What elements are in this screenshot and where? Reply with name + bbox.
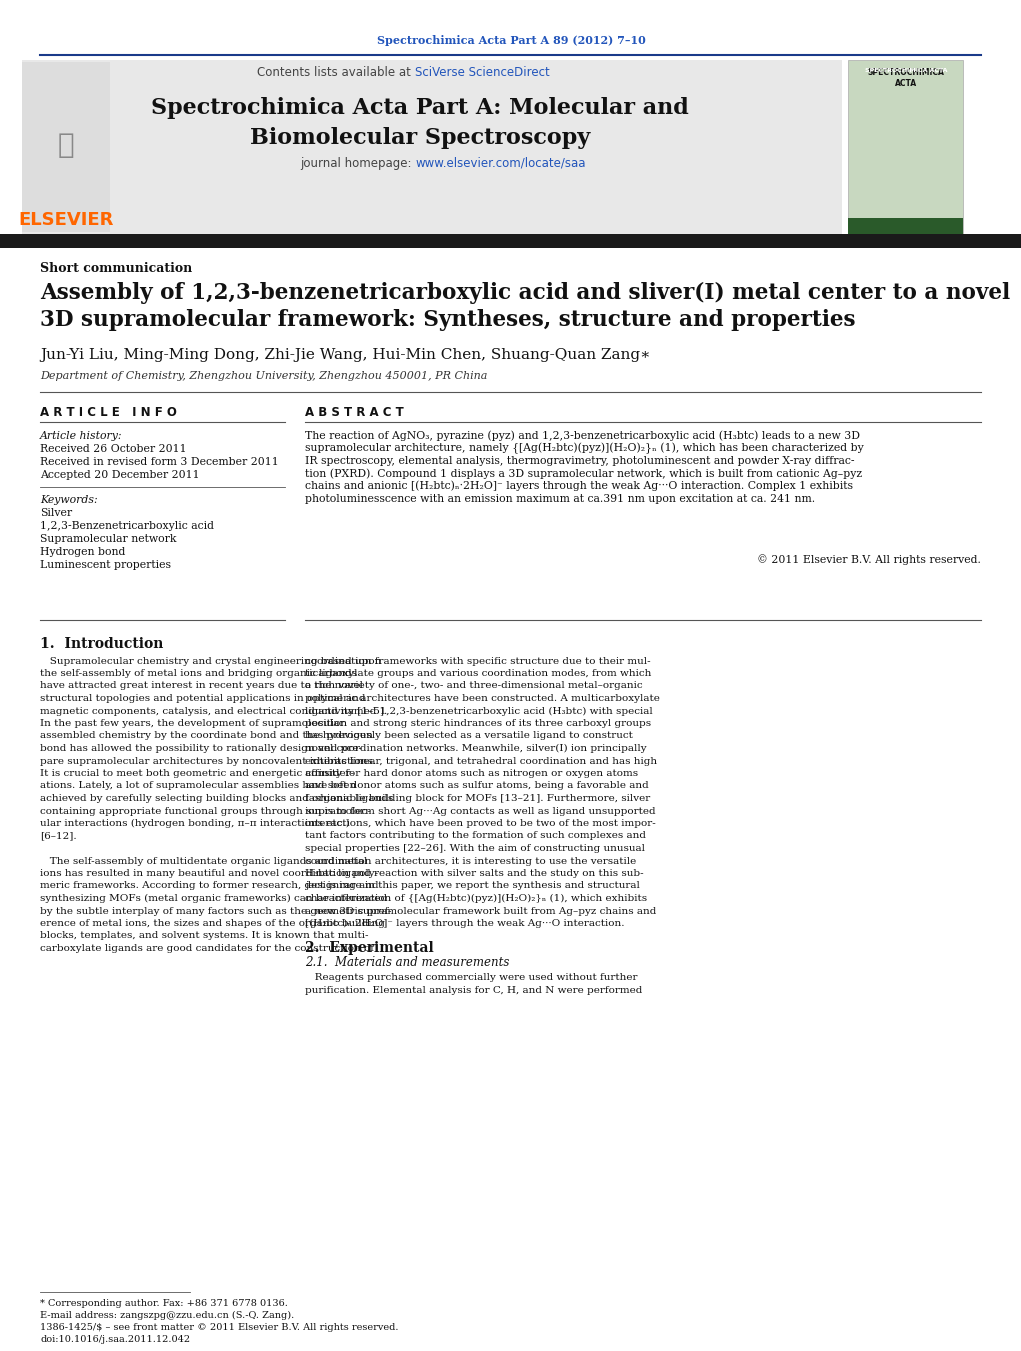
Text: SciVerse ScienceDirect: SciVerse ScienceDirect: [415, 66, 549, 80]
Text: In the past few years, the development of supramolecular: In the past few years, the development o…: [40, 719, 344, 728]
Text: www.elsevier.com/locate/saa: www.elsevier.com/locate/saa: [415, 157, 585, 169]
Text: © 2011 Elsevier B.V. All rights reserved.: © 2011 Elsevier B.V. All rights reserved…: [758, 555, 981, 565]
Text: ations. Lately, a lot of supramolecular assemblies have been: ations. Lately, a lot of supramolecular …: [40, 781, 356, 790]
Text: journal homepage:: journal homepage:: [300, 157, 415, 169]
Text: 1.  Introduction: 1. Introduction: [40, 638, 163, 651]
Text: [(H₂btc)ₙ·2H₂O]⁻ layers through the weak Ag···O interaction.: [(H₂btc)ₙ·2H₂O]⁻ layers through the weak…: [305, 919, 625, 928]
Text: chains and anionic [(H₂btc)ₙ·2H₂O]⁻ layers through the weak Ag···O interaction. : chains and anionic [(H₂btc)ₙ·2H₂O]⁻ laye…: [305, 481, 853, 492]
Text: 🌳: 🌳: [58, 131, 75, 159]
Text: 1386-1425/$ – see front matter © 2011 Elsevier B.V. All rights reserved.: 1386-1425/$ – see front matter © 2011 El…: [40, 1323, 398, 1332]
Text: purification. Elemental analysis for C, H, and N were performed: purification. Elemental analysis for C, …: [305, 986, 642, 994]
Text: Department of Chemistry, Zhengzhou University, Zhengzhou 450001, PR China: Department of Chemistry, Zhengzhou Unive…: [40, 372, 487, 381]
Text: characterization of {[Ag(H₂btc)(pyz)](H₂O)₂}ₙ (1), which exhibits: characterization of {[Ag(H₂btc)(pyz)](H₂…: [305, 894, 647, 902]
Text: 1,2,3-Benzenetricarboxylic acid: 1,2,3-Benzenetricarboxylic acid: [40, 521, 214, 531]
Text: supramolecular architecture, namely {[Ag(H₂btc)(pyz)](H₂O)₂}ₙ (1), which has bee: supramolecular architecture, namely {[Ag…: [305, 443, 864, 454]
Text: magnetic components, catalysis, and electrical conductivity [1–5].: magnetic components, catalysis, and elec…: [40, 707, 387, 716]
Bar: [848, 59, 963, 238]
Text: meric frameworks. According to former research, designing and: meric frameworks. According to former re…: [40, 881, 379, 890]
Text: The self-assembly of multidentate organic ligands and metal: The self-assembly of multidentate organi…: [40, 857, 368, 866]
Text: tant factors contributing to the formation of such complexes and: tant factors contributing to the formati…: [305, 831, 646, 840]
Text: carboxylate ligands are good candidates for the construction of: carboxylate ligands are good candidates …: [40, 944, 374, 952]
Text: achieved by carefully selecting building blocks and organic ligands: achieved by carefully selecting building…: [40, 794, 393, 802]
Text: coordination frameworks with specific structure due to their mul-: coordination frameworks with specific st…: [305, 657, 650, 666]
Text: fashionable building block for MOFs [13–21]. Furthermore, silver: fashionable building block for MOFs [13–…: [305, 794, 650, 802]
Text: ion is to form short Ag···Ag contacts as well as ligand unsupported: ion is to form short Ag···Ag contacts as…: [305, 807, 655, 816]
Text: A R T I C L E   I N F O: A R T I C L E I N F O: [40, 407, 177, 420]
Text: Reagents purchased commercially were used without further: Reagents purchased commercially were use…: [305, 974, 637, 982]
Text: blocks, templates, and solvent systems. It is known that multi-: blocks, templates, and solvent systems. …: [40, 931, 369, 940]
Text: SPECTROCHIMICA ACTA: SPECTROCHIMICA ACTA: [865, 68, 947, 73]
Text: 2.1.  Materials and measurements: 2.1. Materials and measurements: [305, 957, 509, 970]
Text: a new 3D supramolecular framework built from Ag–pyz chains and: a new 3D supramolecular framework built …: [305, 907, 657, 916]
Text: E-mail address: zangszpg@zzu.edu.cn (S.-Q. Zang).: E-mail address: zangszpg@zzu.edu.cn (S.-…: [40, 1310, 294, 1320]
Text: The reaction of AgNO₃, pyrazine (pyz) and 1,2,3-benzenetricarboxylic acid (H₃btc: The reaction of AgNO₃, pyrazine (pyz) an…: [305, 431, 860, 442]
Text: Received 26 October 2011: Received 26 October 2011: [40, 444, 187, 454]
Text: It is crucial to meet both geometric and energetic consider-: It is crucial to meet both geometric and…: [40, 769, 354, 778]
Bar: [22, 59, 842, 238]
Text: tion (PXRD). Compound 1 displays a 3D supramolecular network, which is built fro: tion (PXRD). Compound 1 displays a 3D su…: [305, 469, 862, 478]
Text: Biomolecular Spectroscopy: Biomolecular Spectroscopy: [250, 127, 590, 149]
Text: have attracted great interest in recent years due to the novel: have attracted great interest in recent …: [40, 681, 363, 690]
Text: ions has resulted in many beautiful and novel coordination poly-: ions has resulted in many beautiful and …: [40, 869, 378, 878]
Text: Article history:: Article history:: [40, 431, 123, 440]
Text: A B S T R A C T: A B S T R A C T: [305, 407, 403, 420]
Text: Hydrogen bond: Hydrogen bond: [40, 547, 126, 557]
Text: Jun-Yi Liu, Ming-Ming Dong, Zhi-Jie Wang, Hui-Min Chen, Shuang-Quan Zang∗: Jun-Yi Liu, Ming-Ming Dong, Zhi-Jie Wang…: [40, 349, 650, 362]
Text: coordination architectures, it is interesting to use the versatile: coordination architectures, it is intere…: [305, 857, 636, 866]
Text: Received in revised form 3 December 2011: Received in revised form 3 December 2011: [40, 457, 279, 467]
Text: Silver: Silver: [40, 508, 72, 517]
Bar: [22, 62, 110, 232]
Text: H₃btc ligand reaction with silver salts and the study on this sub-: H₃btc ligand reaction with silver salts …: [305, 869, 643, 878]
Text: ticarboxylate groups and various coordination modes, from which: ticarboxylate groups and various coordin…: [305, 669, 651, 678]
Text: Spectrochimica Acta Part A 89 (2012) 7–10: Spectrochimica Acta Part A 89 (2012) 7–1…: [377, 35, 645, 46]
Text: Accepted 20 December 2011: Accepted 20 December 2011: [40, 470, 200, 480]
Text: Keywords:: Keywords:: [40, 494, 98, 505]
Text: the self-assembly of metal ions and bridging organic ligands: the self-assembly of metal ions and brid…: [40, 669, 357, 678]
Text: affinity for hard donor atoms such as nitrogen or oxygen atoms: affinity for hard donor atoms such as ni…: [305, 769, 638, 778]
Text: bond has allowed the possibility to rationally design and pre-: bond has allowed the possibility to rati…: [40, 744, 362, 753]
Text: 2.  Experimental: 2. Experimental: [305, 942, 434, 955]
Text: ELSEVIER: ELSEVIER: [18, 211, 113, 230]
Text: IR spectroscopy, elemental analysis, thermogravimetry, photoluminescent and powd: IR spectroscopy, elemental analysis, the…: [305, 457, 855, 466]
Text: structural topologies and potential applications in optical and: structural topologies and potential appl…: [40, 694, 366, 703]
Text: ular interactions (hydrogen bonding, π–π interactions etc.): ular interactions (hydrogen bonding, π–π…: [40, 819, 350, 828]
Text: SPECTROCHIMICA
ACTA: SPECTROCHIMICA ACTA: [868, 69, 944, 88]
Text: by the subtle interplay of many factors such as the geometric pref-: by the subtle interplay of many factors …: [40, 907, 391, 916]
Text: synthesizing MOFs (metal organic frameworks) can be influenced: synthesizing MOFs (metal organic framewo…: [40, 894, 387, 902]
Text: and soft donor atoms such as sulfur atoms, being a favorable and: and soft donor atoms such as sulfur atom…: [305, 781, 648, 790]
Text: assembled chemistry by the coordinate bond and the hydrogen: assembled chemistry by the coordinate bo…: [40, 731, 373, 740]
Text: doi:10.1016/j.saa.2011.12.042: doi:10.1016/j.saa.2011.12.042: [40, 1335, 190, 1343]
Text: [6–12].: [6–12].: [40, 831, 77, 840]
Text: interactions, which have been proved to be two of the most impor-: interactions, which have been proved to …: [305, 819, 655, 828]
Text: novel coordination networks. Meanwhile, silver(I) ion principally: novel coordination networks. Meanwhile, …: [305, 744, 646, 753]
Text: pare supramolecular architectures by noncovalent interactions.: pare supramolecular architectures by non…: [40, 757, 376, 766]
Text: Supramolecular network: Supramolecular network: [40, 534, 177, 544]
Text: polymeric architectures have been constructed. A multicarboxylate: polymeric architectures have been constr…: [305, 694, 660, 703]
Text: special properties [22–26]. With the aim of constructing unusual: special properties [22–26]. With the aim…: [305, 844, 645, 852]
Text: position and strong steric hindrances of its three carboxyl groups: position and strong steric hindrances of…: [305, 719, 651, 728]
Text: Luminescent properties: Luminescent properties: [40, 561, 171, 570]
Text: * Corresponding author. Fax: +86 371 6778 0136.: * Corresponding author. Fax: +86 371 677…: [40, 1298, 288, 1308]
Text: a rich variety of one-, two- and three-dimensional metal–organic: a rich variety of one-, two- and three-d…: [305, 681, 642, 690]
Text: photoluminesscence with an emission maximum at ca.391 nm upon excitation at ca. : photoluminesscence with an emission maxi…: [305, 493, 815, 504]
Text: Spectrochimica Acta Part A: Molecular and: Spectrochimica Acta Part A: Molecular an…: [151, 97, 689, 119]
Text: ligand named 1,2,3-benzenetricarboxylic acid (H₃btc) with special: ligand named 1,2,3-benzenetricarboxylic …: [305, 707, 652, 716]
Bar: [848, 218, 963, 238]
Text: 3D supramolecular framework: Syntheses, structure and properties: 3D supramolecular framework: Syntheses, …: [40, 309, 856, 331]
Bar: [0, 234, 1021, 249]
Text: Short communication: Short communication: [40, 262, 192, 274]
Text: containing appropriate functional groups through supramolec-: containing appropriate functional groups…: [40, 807, 371, 816]
Text: exhibits linear, trigonal, and tetrahedral coordination and has high: exhibits linear, trigonal, and tetrahedr…: [305, 757, 658, 766]
Text: has previously been selected as a versatile ligand to construct: has previously been selected as a versat…: [305, 731, 633, 740]
Text: erence of metal ions, the sizes and shapes of the organic building: erence of metal ions, the sizes and shap…: [40, 919, 385, 928]
Text: Supramolecular chemistry and crystal engineering based upon: Supramolecular chemistry and crystal eng…: [40, 657, 382, 666]
Text: Assembly of 1,2,3-benzenetricarboxylic acid and sliver(I) metal center to a nove: Assembly of 1,2,3-benzenetricarboxylic a…: [40, 282, 1010, 304]
Text: ject is rare in this paper, we report the synthesis and structural: ject is rare in this paper, we report th…: [305, 881, 640, 890]
Text: Contents lists available at: Contents lists available at: [257, 66, 415, 80]
